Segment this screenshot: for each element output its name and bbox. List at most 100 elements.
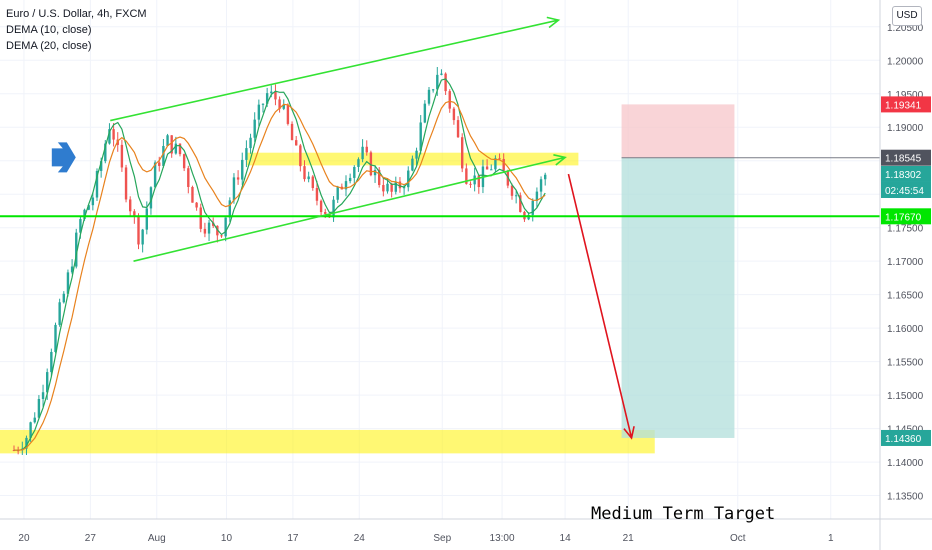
x-tick-label: 27 bbox=[85, 533, 97, 544]
candle-body bbox=[365, 146, 368, 153]
y-tick-label: 1.19500 bbox=[887, 90, 924, 101]
candle-body bbox=[158, 162, 161, 166]
channel-lower bbox=[133, 156, 566, 262]
candle-body bbox=[112, 129, 115, 140]
candle-body bbox=[336, 186, 339, 200]
y-tick-label: 1.16500 bbox=[887, 291, 924, 302]
candle-body bbox=[212, 222, 215, 226]
candle-body bbox=[149, 187, 153, 209]
candle-body bbox=[461, 137, 464, 169]
candle-body bbox=[303, 166, 306, 180]
pointer-arrow-icon bbox=[51, 142, 76, 173]
candle-body bbox=[407, 170, 410, 188]
y-tick-label: 1.19000 bbox=[887, 123, 924, 134]
candle-body bbox=[232, 177, 236, 201]
candle-body bbox=[174, 143, 178, 154]
candle-body bbox=[207, 222, 211, 234]
candle-body bbox=[357, 159, 360, 167]
candle-body bbox=[25, 437, 28, 449]
price-label: 1.19341 bbox=[885, 100, 922, 111]
candle-body bbox=[170, 135, 173, 154]
candle-body bbox=[162, 145, 165, 166]
candle-body bbox=[498, 158, 501, 160]
candle-body bbox=[411, 158, 414, 171]
candle-body bbox=[502, 159, 505, 171]
stop-loss-zone bbox=[621, 104, 735, 158]
candle-body bbox=[319, 200, 323, 213]
candle-body bbox=[87, 205, 90, 210]
candle-body bbox=[382, 185, 385, 192]
candle-body bbox=[75, 232, 78, 267]
price-label-bg bbox=[881, 181, 931, 198]
candle-body bbox=[257, 104, 261, 120]
candle-body bbox=[519, 195, 522, 212]
candle-body bbox=[361, 146, 364, 160]
candle-body bbox=[348, 177, 352, 182]
candle-body bbox=[253, 119, 256, 138]
price-label-bg bbox=[881, 208, 931, 225]
indicator-dema-10: DEMA (10, close) bbox=[6, 24, 92, 36]
candle-body bbox=[477, 175, 480, 188]
symbol-title: Euro / U.S. Dollar, 4h, FXCM bbox=[6, 8, 147, 20]
candle-body bbox=[29, 422, 32, 438]
candle-body bbox=[369, 152, 373, 176]
channel-upper bbox=[110, 19, 559, 122]
candle-body bbox=[299, 145, 302, 167]
candle-body bbox=[415, 150, 418, 159]
price-label: 1.17670 bbox=[885, 212, 922, 223]
candle-body bbox=[485, 166, 489, 170]
candle-body bbox=[224, 217, 227, 237]
y-tick-label: 1.14000 bbox=[887, 458, 924, 469]
candle-body bbox=[236, 177, 240, 180]
y-tick-label: 1.20000 bbox=[887, 56, 924, 67]
candle-body bbox=[394, 181, 397, 192]
candle-body bbox=[228, 200, 231, 218]
candle-body bbox=[137, 216, 140, 245]
candle-body bbox=[124, 167, 128, 200]
highlight-zone bbox=[0, 429, 655, 454]
candle-body bbox=[444, 73, 447, 92]
candle-body bbox=[282, 104, 285, 109]
candle-body bbox=[270, 91, 273, 94]
candle-body bbox=[33, 417, 36, 423]
y-tick-label: 1.15000 bbox=[887, 391, 924, 402]
projection-arrow-head bbox=[623, 426, 635, 440]
price-labels: 1.19341 1.18545 1.18302 02:45:54 1.17670 1.14… bbox=[881, 96, 931, 446]
candle-body bbox=[490, 169, 493, 171]
candle-body bbox=[265, 93, 269, 104]
y-tick-label: 1.20500 bbox=[887, 23, 924, 34]
candle-body bbox=[539, 179, 543, 192]
candle-body bbox=[37, 398, 41, 418]
candle-body bbox=[95, 170, 99, 198]
candle-body bbox=[514, 195, 518, 197]
candle-body bbox=[535, 191, 539, 201]
candle-body bbox=[431, 89, 435, 91]
candle-body bbox=[99, 161, 103, 171]
candle-body bbox=[120, 144, 124, 168]
candle-body bbox=[50, 351, 53, 373]
x-tick-label: 24 bbox=[354, 533, 366, 544]
candle-body bbox=[315, 188, 319, 201]
channel-upper-head bbox=[546, 16, 561, 29]
target-annotation: Medium Term Target bbox=[591, 504, 776, 524]
price-label-bg bbox=[881, 165, 931, 182]
candle-body bbox=[62, 293, 65, 303]
candle-body bbox=[307, 176, 310, 180]
y-tick-label: 1.17000 bbox=[887, 257, 924, 268]
x-tick-label: 14 bbox=[560, 533, 572, 544]
take-profit-zone bbox=[621, 157, 735, 438]
candle-body bbox=[311, 176, 314, 189]
currency-button[interactable]: USD bbox=[892, 6, 922, 26]
price-axis: 1.205001.200001.195001.190001.185001.180… bbox=[879, 0, 924, 550]
candle-body bbox=[141, 229, 144, 245]
candle-body bbox=[129, 199, 132, 212]
dema-lines bbox=[14, 78, 546, 451]
candle-body bbox=[452, 108, 456, 121]
candle-body bbox=[166, 135, 169, 146]
x-tick-label: Oct bbox=[730, 533, 746, 544]
candle-body bbox=[278, 99, 281, 109]
time-axis: 20 27 Aug 10 17 24 Sep 13:00 14 21 Oct 1 bbox=[0, 518, 932, 544]
candle-body bbox=[199, 207, 202, 229]
projection-arrow bbox=[567, 173, 633, 439]
